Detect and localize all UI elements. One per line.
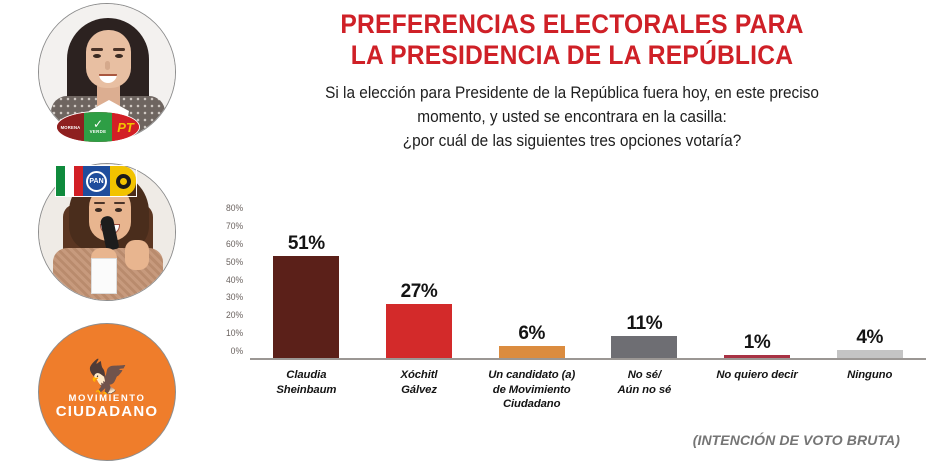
party-logos-sheinbaum: MORENA ✓ VERDE PT [57,112,139,142]
candidates-sidebar: MORENA ✓ VERDE PT PAN [0,0,196,465]
x-axis-label: No sé/Aún no sé [588,368,701,397]
footnote: (INTENCIÓN DE VOTO BRUTA) [692,432,900,448]
y-axis: 80% 70% 60% 50% 40% 30% 20% 10% 0% [200,203,244,357]
mouth-shape [99,74,117,83]
x-axis-label-line: Un candidato (a) [488,369,576,381]
sun-icon [115,173,131,189]
y-axis-tick: 30% [225,292,244,304]
bar-value-label: 51% [287,233,325,255]
party-logo-verde: ✓ VERDE [84,112,112,142]
y-axis-tick: 10% [225,328,244,340]
bar [724,355,791,359]
x-axis-label-line: Aún no sé [617,383,672,396]
x-axis-label: Ninguno [813,368,926,383]
y-axis-tick: 50% [225,256,244,268]
question-text: Si la elección para Presidente de la Rep… [244,81,900,153]
eyebrow-right [114,202,125,205]
x-axis-label-line: Gálvez [401,383,437,396]
x-axis-label-line: Sheinbaum [276,383,337,396]
party-logo-verde-label: VERDE [89,129,107,134]
y-axis-tick: 60% [225,238,244,250]
x-axis-label-line: No quiero decir [716,369,798,381]
eye-left [93,54,101,58]
x-axis-label-line: Claudia [286,369,327,381]
bar-group: 4% [813,196,926,359]
page-title: PREFERENCIAS ELECTORALES PARA LA PRESIDE… [222,9,921,71]
party-logo-pri [56,166,83,196]
party-logos-galvez: PAN [56,166,136,196]
bar [273,256,340,359]
eye-right [115,208,122,212]
party-logo-prd [110,166,136,196]
title-line-2: LA PRESIDENCIA DE LA REPÚBLICA [350,40,794,70]
photo-clip [39,164,175,300]
logo-line2: CIUDADANO [55,402,159,420]
paper-shape [91,258,117,294]
eyebrow-left [91,48,103,51]
x-axis-label: Claudia Sheinbaum [250,368,363,397]
eyebrow-left [94,202,105,205]
x-axis-label: Xóchitl Gálvez [363,368,476,397]
y-axis-tick: 80% [225,203,244,214]
bar [498,346,565,359]
subtitle-line-1: Si la elección para Presidente de la Rep… [325,84,819,102]
bar [611,336,678,359]
bar-group: 1% [701,196,814,359]
bird-icon: ✓ [92,117,104,131]
y-axis-tick: 20% [225,310,244,322]
y-axis-tick: 0% [230,346,244,357]
plot-area: 51% 27% 6% 11% 1% 4% [250,196,926,360]
title-line-1: PREFERENCIAS ELECTORALES PARA [340,9,804,39]
bar-value-label: 4% [856,327,884,349]
x-axis-line [250,358,926,360]
bar-group: 51% [250,196,363,359]
party-logo-pan-label: PAN [86,170,107,192]
y-axis-tick: 70% [225,220,244,232]
x-axis-label-line: Xóchitl [400,369,438,381]
bar-value-label: 1% [743,332,771,354]
bar-group: 11% [588,196,701,359]
bars-container: 51% 27% 6% 11% 1% 4% [250,196,926,359]
party-logo-pan: PAN [83,166,110,196]
bar-value-label: 11% [626,313,663,335]
bar-group: 27% [363,196,476,359]
bar-value-label: 6% [518,323,546,345]
x-axis-label: Un candidato (a) de Movimiento Ciudadano [475,368,588,412]
eyebrow-right [113,48,125,51]
bar-group: 6% [475,196,588,359]
x-axis-label: No quiero decir [701,368,814,383]
logo-line1: MOVIMIENTO [68,392,146,404]
eye-left [95,208,102,212]
subtitle-line-2: momento, y usted se encontrara en la cas… [417,108,727,126]
nose-shape [105,61,110,70]
eagle-icon: 🦅 [86,358,129,397]
x-axis-label-line: No sé/ [627,369,661,381]
x-axis-label-line: Ninguno [847,369,893,381]
subtitle-line-3: ¿por cuál de las siguientes tres opcione… [402,132,742,150]
x-axis-labels: Claudia Sheinbaum Xóchitl Gálvez Un candidat… [250,368,926,412]
eye-right [115,54,123,58]
bar [386,304,452,359]
neck-shape [97,86,120,106]
bar-value-label: 27% [400,281,438,303]
x-axis-label-line: Ciudadano [502,398,561,410]
hand-right [125,240,149,270]
x-axis-label-line: de Movimiento [492,383,571,396]
logo-content: 🦅 MOVIMIENTO CIUDADANO [39,324,175,460]
party-logo-movimiento-ciudadano: 🦅 MOVIMIENTO CIUDADANO [38,323,176,461]
y-axis-tick: 40% [225,274,244,286]
header: PREFERENCIAS ELECTORALES PARA LA PRESIDE… [196,0,948,153]
candidate-photo-galvez [38,163,176,301]
bar-chart: 80% 70% 60% 50% 40% 30% 20% 10% 0% 51% 27% 6% 11% 1%… [196,196,948,436]
bar [836,350,903,359]
